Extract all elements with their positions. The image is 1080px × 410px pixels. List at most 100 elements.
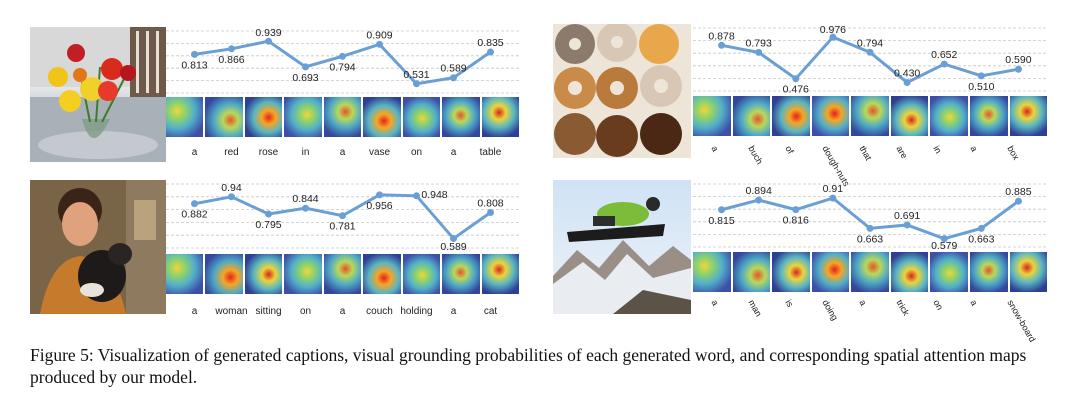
- attention-map-thumbnail: [442, 254, 480, 294]
- data-point: [450, 74, 457, 82]
- data-label: 0.885: [1005, 186, 1031, 198]
- word-labels-woman: a woman sitting on a couch holding a cat: [166, 304, 519, 324]
- data-point: [191, 50, 198, 58]
- attention-map-thumbnail: [811, 252, 850, 292]
- attention-map-thumbnail: [402, 97, 441, 137]
- data-label: 0.430: [894, 68, 920, 80]
- word-label: doing: [820, 298, 840, 323]
- data-point: [413, 80, 420, 88]
- attention-maps-woman: [166, 254, 519, 294]
- word-labels-donuts: a buch of dough-nuts that are in a box: [693, 142, 1047, 188]
- attention-map-thumbnail: [732, 96, 771, 136]
- attention-map-thumbnail: [284, 97, 322, 137]
- data-point: [302, 63, 309, 71]
- attention-map-thumbnail: [205, 97, 243, 137]
- word-label: are: [894, 144, 910, 161]
- data-point: [450, 235, 457, 243]
- data-label: 0.976: [820, 24, 846, 36]
- line-chart-flowers: 0.813 0.866 0.939 0.693 0.794 0.909 0.531 0.589…: [166, 27, 519, 94]
- data-label: 0.835: [477, 37, 503, 49]
- data-label: 0.878: [708, 30, 734, 42]
- line-chart-woman: 0.882 0.94 0.795 0.844 0.781 0.956 0.948 0.589 0…: [166, 182, 519, 252]
- word-label: a: [339, 306, 346, 317]
- attention-map-thumbnail: [442, 97, 480, 137]
- word-label: box: [1005, 144, 1022, 162]
- word-labels-snowboarder: a man is doing a trick on a snow-board: [693, 296, 1047, 344]
- flowers-illustration: [30, 27, 166, 162]
- word-label: cat: [483, 306, 498, 317]
- data-point: [376, 40, 383, 48]
- attention-map-thumbnail: [851, 252, 889, 292]
- word-label: a: [450, 306, 457, 317]
- data-label: 0.808: [477, 197, 503, 209]
- attention-map-thumbnail: [244, 97, 283, 137]
- attention-map-thumbnail: [166, 254, 204, 294]
- word-label: a: [968, 298, 980, 308]
- word-label: of: [783, 144, 796, 156]
- data-point: [940, 235, 948, 243]
- data-point: [829, 194, 837, 202]
- word-label: vase: [368, 147, 391, 158]
- data-point: [718, 206, 726, 214]
- data-label: 0.94: [221, 182, 242, 194]
- data-label: 0.793: [746, 37, 772, 49]
- data-label: 0.794: [329, 61, 355, 73]
- word-label: on: [931, 298, 946, 312]
- word-label: a: [708, 144, 721, 154]
- data-point: [792, 75, 800, 83]
- word-label: red: [224, 147, 239, 158]
- word-label: a: [191, 306, 198, 317]
- data-label: 0.794: [857, 37, 883, 49]
- data-label: 0.652: [931, 49, 957, 61]
- attention-map-thumbnail: [323, 97, 362, 137]
- word-label: in: [931, 144, 944, 156]
- word-label: is: [783, 298, 796, 309]
- attention-map-thumbnail: [244, 254, 283, 294]
- word-labels-flowers: a red rose in a vase on a table: [166, 145, 519, 165]
- word-label: a: [339, 147, 346, 158]
- attention-map-thumbnail: [930, 252, 968, 292]
- attention-map-thumbnail: [930, 96, 968, 136]
- data-point: [940, 60, 948, 68]
- data-point: [265, 37, 272, 45]
- data-point: [302, 204, 309, 212]
- data-label: 0.663: [968, 233, 994, 245]
- word-label: in: [301, 147, 310, 158]
- attention-map-thumbnail: [969, 252, 1008, 292]
- word-label: holding: [400, 306, 433, 317]
- chart-flowers: 0.813 0.866 0.939 0.693 0.794 0.909 0.531 0.589…: [166, 27, 519, 97]
- attention-map-thumbnail: [890, 252, 929, 292]
- line-chart-snowboarder: 0.815 0.894 0.816 0.91 0.663 0.691 0.579 0.663 0…: [693, 183, 1047, 251]
- word-label: on: [410, 147, 423, 158]
- data-point: [376, 191, 383, 199]
- data-point: [339, 212, 346, 220]
- donuts-illustration: [553, 24, 691, 158]
- data-point: [487, 48, 494, 56]
- word-label: snow-board: [1005, 298, 1038, 344]
- data-label: 0.589: [440, 241, 466, 252]
- data-label: 0.531: [403, 69, 429, 81]
- data-point: [487, 208, 494, 216]
- data-label: 0.781: [329, 221, 355, 233]
- data-label: 0.663: [857, 233, 883, 245]
- data-label: 0.909: [366, 29, 392, 41]
- word-label: couch: [366, 306, 393, 317]
- word-label: a: [450, 147, 457, 158]
- attention-map-thumbnail: [772, 96, 810, 136]
- figure-caption: Figure 5: Visualization of generated cap…: [30, 345, 1027, 387]
- data-point: [228, 45, 235, 53]
- attention-map-thumbnail: [693, 252, 731, 292]
- word-label: on: [299, 306, 312, 317]
- attention-map-thumbnail: [890, 96, 929, 136]
- data-point: [755, 196, 763, 204]
- woman-photo: [30, 180, 166, 314]
- data-label: 0.589: [440, 63, 466, 75]
- data-label: 0.691: [894, 210, 920, 222]
- data-label: 0.579: [931, 240, 957, 251]
- word-label: sitting: [255, 306, 282, 317]
- attention-maps-donuts: [693, 96, 1048, 136]
- data-point: [792, 206, 800, 214]
- attention-map-thumbnail: [1009, 252, 1048, 292]
- word-label: a: [191, 147, 198, 158]
- data-point: [829, 33, 837, 41]
